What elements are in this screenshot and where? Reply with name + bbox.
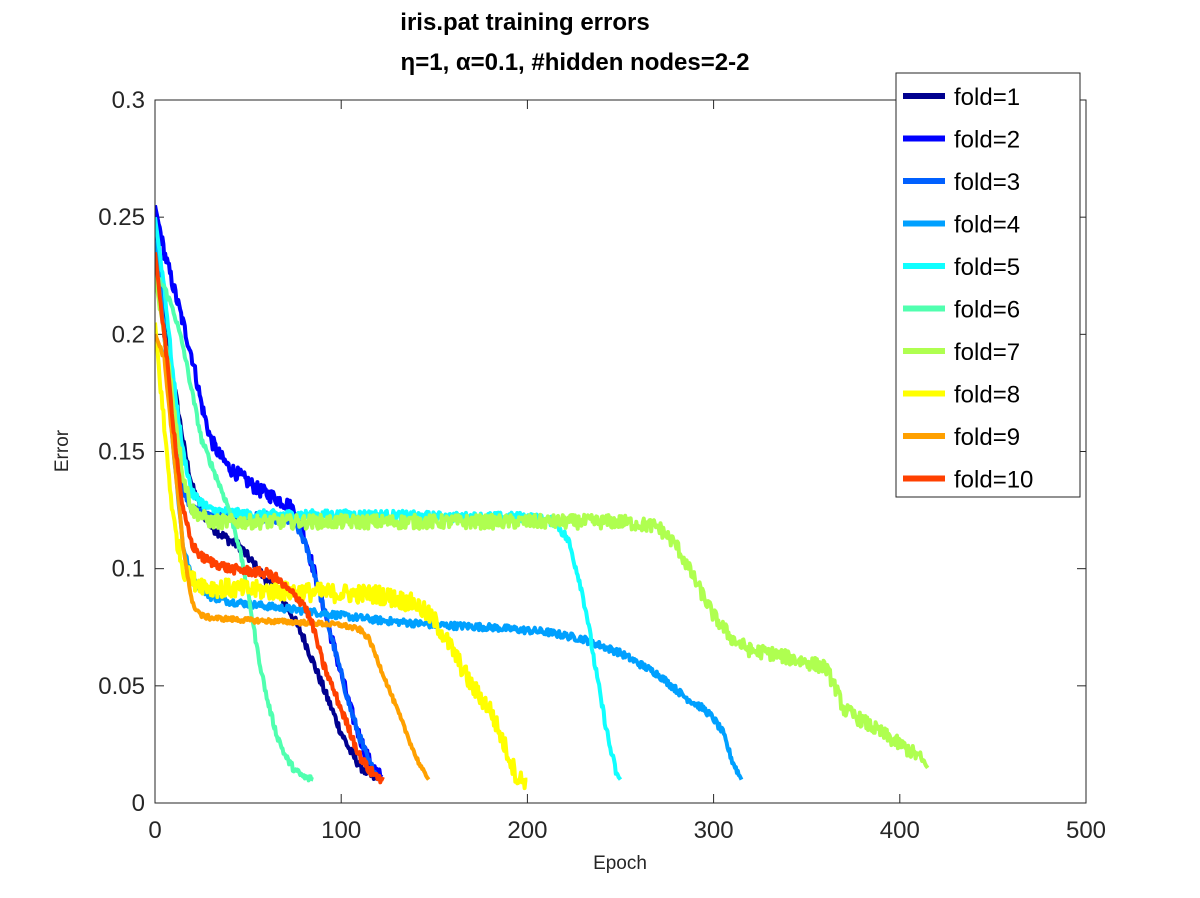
series-line-fold-10	[155, 252, 386, 785]
x-tick-label: 0	[148, 817, 161, 844]
series-line-fold-8	[155, 322, 529, 791]
x-tick-label: 100	[321, 817, 361, 844]
y-tick-label: 0.05	[98, 673, 145, 700]
x-tick-label: 400	[880, 817, 920, 844]
y-tick-label: 0.3	[112, 87, 145, 114]
y-tick-label: 0.25	[98, 204, 145, 231]
chart-subtitle: η=1, α=0.1, #hidden nodes=2-2	[401, 49, 750, 76]
legend-label: fold=4	[954, 212, 1020, 239]
plot-series	[155, 205, 930, 791]
series-line-fold-6	[155, 274, 315, 783]
legend-label: fold=10	[954, 467, 1033, 494]
y-axis-label: Error	[52, 429, 73, 472]
y-tick-label: 0.15	[98, 439, 145, 466]
y-tick-label: 0	[132, 790, 145, 817]
legend-label: fold=9	[954, 424, 1020, 451]
x-tick-label: 200	[507, 817, 547, 844]
y-tick-label: 0.1	[112, 556, 145, 583]
x-tick-label: 500	[1066, 817, 1106, 844]
chart-title: iris.pat training errors	[400, 9, 649, 36]
x-tick-label: 300	[694, 817, 734, 844]
series-line-fold-7	[155, 275, 930, 770]
legend-label: fold=3	[954, 169, 1020, 196]
series-line-fold-9	[155, 333, 431, 781]
y-tick-label: 0.2	[112, 321, 145, 348]
legend: fold=1 fold=2 fold=3 fold=4 fold=5 fold=6 fold…	[895, 72, 1081, 498]
legend-label: fold=8	[954, 382, 1020, 409]
legend-label: fold=6	[954, 297, 1020, 324]
legend-label: fold=5	[954, 254, 1020, 281]
legend-label: fold=2	[954, 127, 1020, 154]
legend-label: fold=1	[954, 84, 1020, 111]
series-line-fold-4	[155, 240, 744, 781]
axis-ticks: 0 100 200 300 400 500 0 0.05 0.1 0.15 0.2 0.25 0.3	[98, 87, 1106, 844]
x-axis-label: Epoch	[593, 853, 647, 874]
legend-label: fold=7	[954, 339, 1020, 366]
plot-frame	[154, 99, 1087, 804]
legend-box	[895, 72, 1081, 498]
